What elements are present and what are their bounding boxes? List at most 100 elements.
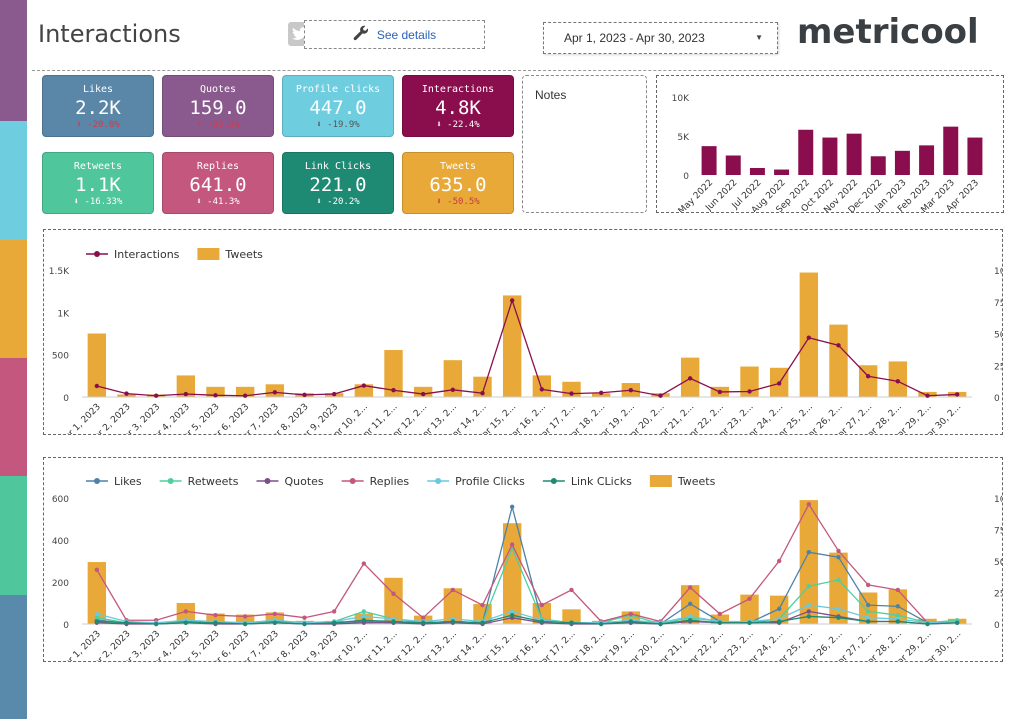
- line-point: [836, 606, 841, 612]
- line-point: [94, 615, 100, 620]
- line-point: [420, 391, 426, 397]
- series-line: [96, 604, 958, 624]
- line-point: [954, 392, 960, 397]
- bar: [846, 133, 862, 175]
- y-tick-label-right: 25: [994, 362, 1002, 372]
- legend-label: Quotes: [284, 475, 323, 488]
- line-point: [420, 620, 426, 625]
- kpi-card-profile-clicks: Profile clicks 447.0 ⬇ -19.9%: [282, 75, 394, 137]
- y-tick-label: 5K: [677, 133, 690, 143]
- line-point: [272, 611, 278, 617]
- kpi-delta: ⬇ -41.3%: [196, 197, 240, 207]
- line-point: [302, 621, 307, 627]
- bar: [894, 150, 910, 175]
- bar: [710, 614, 730, 624]
- color-stripe: [0, 240, 27, 358]
- legend-marker: [94, 251, 100, 257]
- line-point: [183, 609, 189, 614]
- x-tick-label: Apr 1, 2023: [59, 629, 103, 661]
- line-point: [539, 619, 545, 624]
- line-point: [450, 587, 456, 593]
- line-point: [94, 611, 100, 617]
- line-point: [776, 381, 782, 386]
- line-point: [895, 379, 901, 384]
- legend-label: Link CLicks: [571, 475, 632, 488]
- line-point: [895, 619, 901, 624]
- color-stripe: [0, 476, 27, 595]
- line-point: [94, 619, 100, 624]
- y-tick-label-left: 500: [52, 352, 69, 362]
- line-point: [480, 390, 485, 396]
- line-point: [806, 502, 812, 507]
- notes-title: Notes: [535, 88, 567, 102]
- bar: [443, 588, 463, 624]
- bar: [206, 613, 225, 624]
- line-point: [509, 298, 515, 303]
- series-line: [96, 504, 958, 625]
- line-point: [480, 620, 485, 625]
- line-point: [865, 609, 871, 614]
- see-details-button[interactable]: See details: [304, 20, 485, 49]
- legend-label: Interactions: [114, 248, 180, 261]
- line-point: [717, 389, 723, 395]
- line-point: [509, 504, 515, 510]
- line-point: [183, 391, 189, 397]
- y-tick-label-right: 25: [994, 590, 1002, 600]
- legend-marker: [349, 478, 356, 484]
- line-point: [242, 393, 248, 398]
- date-range-select[interactable]: Apr 1, 2023 - Apr 30, 2023 ▼: [543, 22, 778, 54]
- legend-swatch: [197, 248, 220, 260]
- line-point: [658, 393, 663, 398]
- kpi-label: Replies: [196, 161, 240, 172]
- kpi-card-link-clicks: Link Clicks 221.0 ⬇ -20.2%: [282, 152, 394, 214]
- line-point: [569, 587, 574, 593]
- kpi-value: 447.0: [309, 97, 367, 119]
- line-point: [331, 620, 337, 625]
- line-point: [925, 393, 930, 398]
- legend-marker: [264, 478, 271, 484]
- line-point: [450, 619, 456, 624]
- page-title: Interactions: [38, 20, 181, 48]
- y-tick-label-right: 0: [994, 621, 1000, 631]
- line-point: [331, 391, 337, 397]
- series-line: [96, 614, 958, 625]
- chevron-down-icon: ▼: [755, 33, 763, 42]
- line-point: [361, 614, 367, 619]
- line-point: [717, 611, 723, 617]
- notes-box[interactable]: Notes: [522, 75, 647, 213]
- kpi-label: Tweets: [439, 161, 477, 172]
- y-tick-label-left: 0: [63, 394, 69, 404]
- bar: [829, 552, 848, 624]
- line-point: [836, 343, 841, 348]
- line-point: [361, 618, 367, 623]
- kpi-label: Profile clicks: [295, 84, 381, 95]
- line-point: [865, 615, 871, 620]
- line-point: [687, 614, 693, 619]
- monthly-chart-panel: 10K 5K 0 May 2022 Jun 2022 Jul 2022 Aug 2022 Se…: [656, 75, 1004, 216]
- line-point: [747, 596, 752, 601]
- wrench-icon: [353, 25, 369, 44]
- line-point: [361, 383, 367, 388]
- y-tick-label-left: 200: [52, 579, 69, 589]
- line-point: [836, 548, 841, 554]
- line-point: [717, 620, 723, 625]
- kpi-label: Retweets: [73, 161, 123, 172]
- line-point: [925, 621, 930, 627]
- legend-label: Likes: [114, 475, 142, 488]
- kpi-card-quotes: Quotes 159.0 ⬇ -33.3%: [162, 75, 274, 137]
- line-point: [420, 615, 426, 620]
- legend-marker: [167, 478, 174, 484]
- line-point: [272, 620, 278, 625]
- line-point: [361, 609, 367, 614]
- kpi-card-interactions: Interactions 4.8K ⬇ -22.4%: [402, 75, 514, 137]
- line-point: [776, 619, 782, 624]
- line-point: [331, 609, 337, 614]
- line-point: [895, 587, 901, 593]
- bar: [798, 129, 814, 175]
- kpi-delta: ⬇ -20.2%: [316, 197, 360, 207]
- kpi-delta: ⬇ -16.33%: [73, 197, 123, 207]
- series-line: [96, 503, 958, 624]
